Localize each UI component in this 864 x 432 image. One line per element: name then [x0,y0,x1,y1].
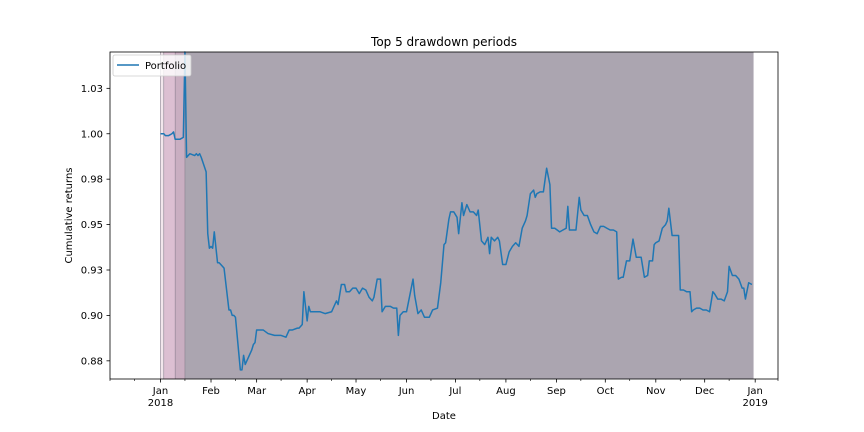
drawdown-period-1 [160,52,164,379]
x-tick-label: May [346,386,367,397]
y-tick-label: 0.95 [81,220,103,231]
x-tick-label: Jan [152,386,168,397]
x-tick-label: Jan [746,386,762,397]
x-tick-year-label: 2019 [742,398,767,409]
x-tick-label: Dec [695,386,714,397]
drawdown-shading [160,52,754,379]
plot-frame [109,51,779,380]
y-tick-label: 0.90 [81,311,103,322]
x-tick-label: Jul [448,386,461,397]
x-tick-label: Mar [247,386,267,397]
y-tick-label: 1.03 [81,84,103,95]
y-tick-label: 0.93 [81,266,103,277]
y-tick-label: 1.00 [81,129,103,140]
x-tick-label: Nov [646,386,666,397]
y-axis: 0.88 0.90 0.93 0.95 0.98 1.00 1.03 [81,84,110,367]
y-tick-label: 0.88 [81,356,103,367]
drawdown-period-4 [184,52,754,379]
x-tick-year-label: 2018 [148,398,173,409]
x-axis-label: Date [432,411,456,422]
drawdown-period-2 [163,52,176,379]
legend-label-portfolio: Portfolio [145,61,186,72]
legend: Portfolio [112,54,192,77]
y-axis-label: Cumulative returns [64,167,75,263]
x-tick-label: Feb [202,386,220,397]
x-tick-label: Jun [398,386,415,397]
series-line-1 [160,51,753,371]
chart-title: Top 5 drawdown periods [370,35,517,49]
x-tick-label: Oct [597,386,614,397]
x-tick-label: Aug [496,386,516,397]
drawdown-period-3 [175,52,185,379]
legend-box [112,54,192,77]
series-lines [160,51,753,371]
y-tick-label: 0.98 [81,175,103,186]
x-tick-label: Sep [547,386,566,397]
x-tick-label: Apr [298,386,316,397]
